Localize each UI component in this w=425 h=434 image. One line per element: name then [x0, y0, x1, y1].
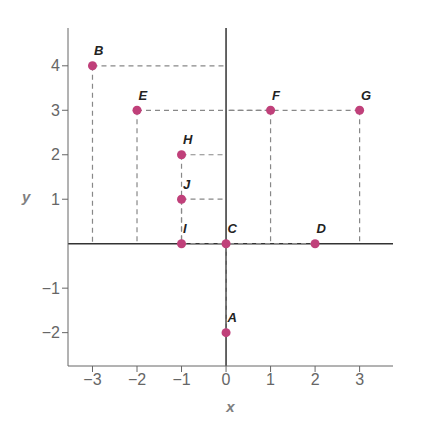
- svg-text:0: 0: [222, 371, 231, 388]
- svg-text:C: C: [228, 221, 238, 236]
- svg-text:D: D: [317, 221, 327, 236]
- svg-text:H: H: [183, 132, 193, 147]
- svg-text:−2: −2: [128, 371, 146, 388]
- svg-text:B: B: [94, 43, 103, 58]
- svg-text:4: 4: [51, 57, 60, 74]
- svg-text:2: 2: [51, 146, 60, 163]
- svg-text:I: I: [183, 221, 187, 236]
- svg-text:1: 1: [266, 371, 275, 388]
- svg-text:y: y: [21, 188, 31, 205]
- svg-text:3: 3: [51, 102, 60, 119]
- svg-text:−1: −1: [172, 371, 190, 388]
- svg-text:G: G: [361, 88, 371, 103]
- svg-text:2: 2: [311, 371, 320, 388]
- svg-text:3: 3: [355, 371, 364, 388]
- svg-text:−2: −2: [42, 324, 60, 341]
- svg-text:A: A: [227, 310, 237, 325]
- svg-text:F: F: [272, 88, 281, 103]
- svg-text:x: x: [225, 398, 235, 415]
- svg-text:−1: −1: [42, 280, 60, 297]
- svg-text:−3: −3: [83, 371, 101, 388]
- svg-text:E: E: [138, 88, 147, 103]
- svg-text:J: J: [183, 177, 191, 192]
- svg-text:1: 1: [51, 191, 60, 208]
